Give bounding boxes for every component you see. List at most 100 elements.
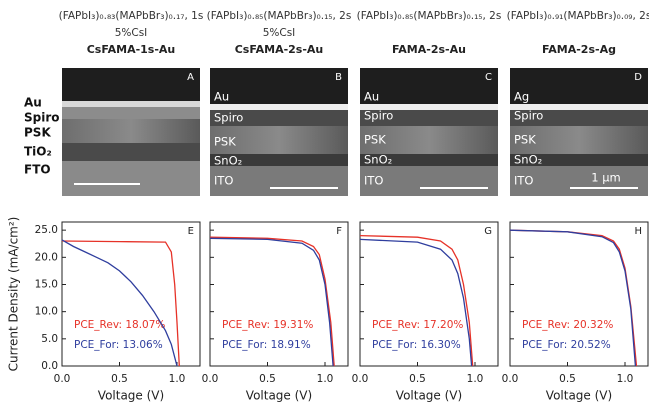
layer-sno2 — [510, 154, 648, 166]
jv-curve — [61, 239, 178, 367]
pce-label: PCE_For: 18.91% — [222, 339, 311, 351]
pce-label: PCE_For: 13.06% — [74, 339, 163, 351]
pce-label: PCE_Rev: 18.07% — [74, 319, 165, 331]
pce-label: PCE_Rev: 19.31% — [222, 319, 313, 331]
x-tick-label: 1.0 — [617, 373, 634, 385]
jv-curve — [209, 236, 335, 367]
jv-curve — [61, 240, 180, 367]
layer-label: Au — [24, 96, 42, 110]
jv-curve — [359, 234, 474, 367]
x-tick-label: 0.0 — [502, 373, 519, 385]
layer-label: Au — [364, 90, 379, 104]
panel-letter: B — [335, 72, 342, 83]
panel-letter: F — [336, 226, 342, 237]
layer-label: PSK — [24, 126, 51, 140]
composition: (FAPbI₃)₀.₈₅(MAPbBr₃)₀.₁₅, 2s — [357, 10, 502, 22]
layer-fto — [62, 161, 200, 196]
jv-curve — [509, 229, 637, 367]
layer-label: PSK — [514, 133, 536, 147]
x-tick-label: 0.5 — [409, 373, 426, 385]
layer-label: PSK — [364, 133, 386, 147]
layer-label: Spiro — [24, 111, 60, 125]
x-tick-label: 0.0 — [54, 373, 71, 385]
layer-spiro — [210, 110, 348, 126]
layer-label: FTO — [24, 163, 51, 177]
y-tick-label: 5.0 — [41, 333, 58, 345]
x-axis-label: Voltage (V) — [246, 389, 312, 402]
scale-bar-label: 1 µm — [591, 171, 621, 185]
layer-sno2 — [210, 154, 348, 166]
layer-label: Ag — [514, 90, 529, 104]
sample-name: FAMA-2s-Au — [392, 43, 466, 56]
x-tick-label: 0.0 — [352, 373, 369, 385]
y-axis-label: Current Density (mA/cm²) — [7, 217, 21, 372]
layer-label: ITO — [514, 174, 533, 188]
jv-curve — [359, 238, 473, 367]
layer-au — [62, 101, 200, 107]
layer-psk — [510, 126, 648, 154]
layer-ito — [510, 166, 648, 196]
layer-label: Spiro — [214, 111, 243, 125]
layer-spiro — [62, 107, 200, 119]
layer-label: Spiro — [364, 109, 393, 123]
pce-label: PCE_Rev: 20.32% — [522, 319, 613, 331]
composition: (FAPbI₃)₀.₈₅(MAPbBr₃)₀.₁₅, 2s — [207, 10, 352, 22]
composition: (FAPbI₃)₀.₈₃(MAPbBr₃)₀.₁₇, 1s — [59, 10, 204, 22]
y-tick-label: 10.0 — [35, 306, 58, 318]
layer-label: TiO₂ — [24, 145, 52, 159]
sem-image — [510, 68, 648, 196]
layer-au — [360, 104, 498, 110]
additive: 5%CsI — [263, 27, 296, 39]
composition: (FAPbI₃)₀.₉₁(MAPbBr₃)₀.₀₉, 2s — [507, 10, 649, 22]
x-tick-label: 0.5 — [559, 373, 576, 385]
layer-label: SnO₂ — [514, 153, 542, 167]
sem-image — [210, 68, 348, 196]
y-tick-label: 15.0 — [35, 278, 58, 290]
y-tick-label: 0.0 — [41, 360, 58, 372]
layer-psk — [210, 126, 348, 154]
layer-au — [210, 104, 348, 110]
plot-frame — [359, 221, 499, 367]
plot-frame — [209, 221, 349, 367]
plot-frame — [61, 221, 201, 367]
layer-label: ITO — [214, 174, 233, 188]
layer-ito — [210, 166, 348, 196]
layer-sno2 — [360, 154, 498, 166]
x-tick-label: 0.5 — [111, 373, 128, 385]
layer-psk — [360, 126, 498, 154]
x-tick-label: 1.0 — [169, 373, 186, 385]
layer-label: ITO — [364, 174, 383, 188]
sample-name: CsFAMA-2s-Au — [235, 43, 324, 56]
panel-letter: A — [187, 72, 194, 83]
x-tick-label: 1.0 — [317, 373, 334, 385]
plot-frame — [509, 221, 649, 367]
x-axis-label: Voltage (V) — [396, 389, 462, 402]
layer-tio2 — [62, 143, 200, 161]
x-tick-label: 1.0 — [467, 373, 484, 385]
layer-spiro — [360, 110, 498, 126]
x-tick-label: 0.0 — [202, 373, 219, 385]
pce-label: PCE_For: 20.52% — [522, 339, 611, 351]
panel-letter: H — [634, 226, 642, 237]
layer-label: PSK — [214, 135, 236, 149]
sample-name: CsFAMA-1s-Au — [87, 43, 176, 56]
layer-label: Spiro — [514, 109, 543, 123]
layer-au — [510, 104, 648, 110]
additive: 5%CsI — [115, 27, 148, 39]
layer-label: Au — [214, 90, 229, 104]
x-tick-label: 0.5 — [259, 373, 276, 385]
layer-spiro — [510, 110, 648, 126]
panel-letter: C — [485, 72, 492, 83]
y-tick-label: 25.0 — [35, 224, 58, 236]
jv-curve — [209, 237, 334, 367]
layer-label: SnO₂ — [214, 154, 242, 168]
x-axis-label: Voltage (V) — [98, 389, 164, 402]
y-tick-label: 20.0 — [35, 251, 58, 263]
pce-label: PCE_For: 16.30% — [372, 339, 461, 351]
pce-label: PCE_Rev: 17.20% — [372, 319, 463, 331]
layer-psk — [62, 119, 200, 143]
x-axis-label: Voltage (V) — [546, 389, 612, 402]
layer-label: SnO₂ — [364, 153, 392, 167]
panel-letter: E — [188, 226, 194, 237]
